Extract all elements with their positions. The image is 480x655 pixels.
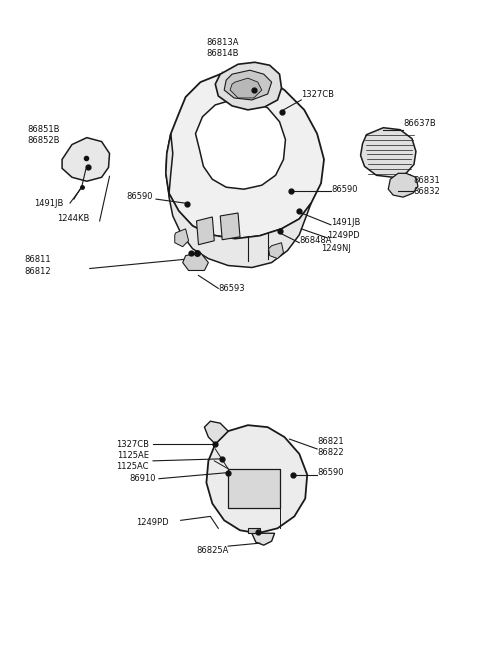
Text: 1249PD: 1249PD — [327, 231, 360, 240]
Polygon shape — [220, 213, 240, 240]
Polygon shape — [230, 78, 262, 98]
Polygon shape — [216, 62, 281, 110]
Polygon shape — [248, 529, 260, 533]
Text: 86637B: 86637B — [403, 119, 436, 128]
Polygon shape — [388, 174, 418, 197]
Text: 86848A: 86848A — [300, 236, 332, 245]
Text: 86813A
86814B: 86813A 86814B — [206, 38, 239, 58]
Text: 86593: 86593 — [218, 284, 245, 293]
Text: 1491JB: 1491JB — [35, 198, 64, 208]
Text: 86590: 86590 — [317, 468, 344, 477]
Text: 1491JB: 1491JB — [331, 218, 360, 227]
Text: 86831
86832: 86831 86832 — [413, 176, 440, 196]
Polygon shape — [196, 217, 214, 245]
Polygon shape — [166, 134, 311, 267]
Text: 1249NJ: 1249NJ — [321, 244, 351, 253]
Polygon shape — [206, 425, 307, 533]
Text: 1125AE
1125AC: 1125AE 1125AC — [117, 451, 149, 471]
Polygon shape — [183, 253, 208, 271]
Text: 86851B
86852B: 86851B 86852B — [27, 124, 60, 145]
Polygon shape — [360, 128, 416, 178]
Text: 1327CB: 1327CB — [301, 90, 334, 100]
Polygon shape — [224, 70, 272, 100]
Text: 86910: 86910 — [130, 474, 156, 483]
Polygon shape — [195, 100, 286, 189]
Text: 86825A: 86825A — [196, 546, 228, 555]
Text: 1327CB: 1327CB — [116, 440, 149, 449]
Polygon shape — [62, 138, 109, 181]
Polygon shape — [166, 72, 324, 239]
Polygon shape — [175, 229, 189, 247]
Text: 1244KB: 1244KB — [57, 214, 89, 223]
Text: 86811
86812: 86811 86812 — [24, 255, 51, 276]
Polygon shape — [269, 243, 284, 259]
Text: 86821
86822: 86821 86822 — [317, 437, 344, 457]
Polygon shape — [228, 469, 279, 508]
Polygon shape — [204, 421, 228, 444]
Polygon shape — [252, 533, 275, 545]
Text: 1249PD: 1249PD — [136, 518, 169, 527]
Text: 86590: 86590 — [127, 192, 153, 200]
Text: 86590: 86590 — [331, 185, 358, 194]
